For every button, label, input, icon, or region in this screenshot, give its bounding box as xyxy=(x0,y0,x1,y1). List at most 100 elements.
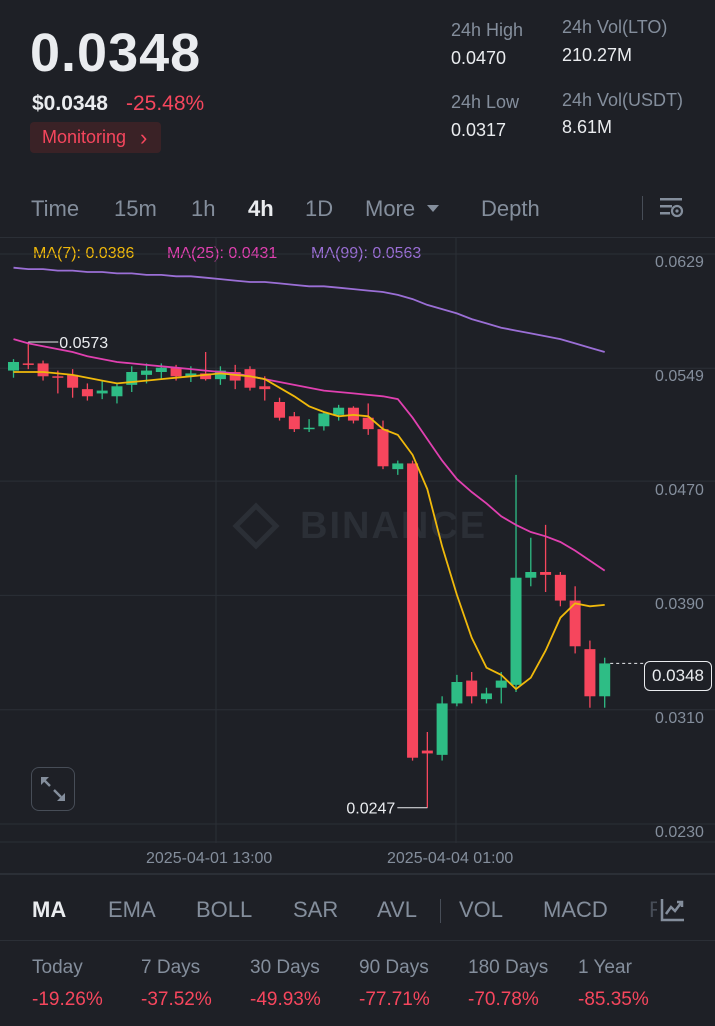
tab-time[interactable]: Time xyxy=(31,196,80,221)
candle-body xyxy=(421,750,433,754)
candle-body xyxy=(111,386,123,397)
y-tick-label: 0.0390 xyxy=(655,596,704,613)
high-annotation-label: 0.0573 xyxy=(59,335,108,352)
candle-body xyxy=(525,572,537,578)
indicator-settings-icon[interactable] xyxy=(660,897,686,923)
monitoring-button[interactable]: Monitoring › xyxy=(30,122,162,153)
monitoring-label: Monitoring xyxy=(42,127,127,147)
tab-more[interactable]: More xyxy=(365,196,440,222)
interval-tabs: Time 15m 1h 4h 1D More Depth xyxy=(0,190,715,230)
candle-body xyxy=(392,463,404,470)
indicator-sar[interactable]: SAR xyxy=(293,897,339,922)
perf-value: -85.35% xyxy=(578,989,649,1010)
candle-body xyxy=(554,574,566,601)
vol-quote-value: 8.61M xyxy=(562,117,613,137)
candle-body xyxy=(495,680,507,688)
indicator-vol[interactable]: VOL xyxy=(459,897,504,922)
indicator-boll[interactable]: BOLL xyxy=(196,897,253,922)
binance-logo-icon xyxy=(232,502,280,550)
perf-label: 180 Days xyxy=(468,957,549,978)
candle-body xyxy=(377,429,389,467)
candle-body xyxy=(126,372,138,385)
candle-body xyxy=(52,376,64,378)
candle-body xyxy=(185,373,197,377)
low-value: 0.0317 xyxy=(451,120,507,140)
candle-body xyxy=(96,390,108,394)
candle-body xyxy=(584,649,596,697)
vol-base-value: 210.27M xyxy=(562,45,633,65)
ma25-line xyxy=(13,338,606,572)
last-price: 0.0348 xyxy=(30,23,202,83)
y-tick-label: 0.0549 xyxy=(655,368,704,385)
indicator-avl[interactable]: AVL xyxy=(377,897,417,922)
candle-body xyxy=(436,703,448,755)
ma7-line xyxy=(13,371,605,691)
perf-value: -37.52% xyxy=(141,989,212,1010)
indicator-more[interactable]: R xyxy=(649,897,657,922)
tab-divider xyxy=(642,196,643,220)
candle-body xyxy=(362,417,374,430)
indicator-tabs: MA EMA BOLL SAR AVL VOL MACD R xyxy=(0,893,715,925)
perf-label: 1 Year xyxy=(578,957,632,978)
candle-body xyxy=(229,372,241,381)
candle-body xyxy=(67,374,79,388)
chart-top-divider xyxy=(0,237,715,238)
perf-value: -70.78% xyxy=(468,989,539,1010)
high-label: 24h High xyxy=(451,20,524,40)
x-tick-label: 2025-04-01 13:00 xyxy=(146,850,273,867)
tab-depth[interactable]: Depth xyxy=(481,196,540,221)
indicator-ma[interactable]: MA xyxy=(32,897,67,922)
tab-1h[interactable]: 1h xyxy=(191,196,216,221)
perf-label: 90 Days xyxy=(359,957,429,978)
tab-1d[interactable]: 1D xyxy=(305,196,334,221)
y-tick-label: 0.0230 xyxy=(655,824,704,841)
candle-body xyxy=(288,416,300,430)
perf-value: -77.71% xyxy=(359,989,430,1010)
perf-label: Today xyxy=(32,957,83,978)
candle-body xyxy=(274,402,286,418)
candle-body xyxy=(81,389,93,397)
candle-body xyxy=(37,363,49,377)
candle-body xyxy=(599,663,611,697)
tab-more-label: More xyxy=(365,196,416,221)
ma99-line xyxy=(13,266,605,353)
candle-body xyxy=(170,367,182,377)
vol-quote-label: 24h Vol(USDT) xyxy=(562,90,684,110)
performance-divider xyxy=(0,940,715,941)
tab-15m[interactable]: 15m xyxy=(114,196,157,221)
fullscreen-button[interactable] xyxy=(31,767,75,811)
candle-body xyxy=(466,680,478,697)
perf-value: -19.26% xyxy=(32,989,103,1010)
candle-body xyxy=(8,362,19,371)
caret-down-icon xyxy=(427,205,440,212)
candle-body xyxy=(510,577,522,685)
candle-body xyxy=(244,369,256,388)
candle-body xyxy=(214,370,226,380)
indicator-separator xyxy=(440,899,441,923)
candle-body xyxy=(200,373,212,380)
usd-price: $0.0348 xyxy=(32,92,108,115)
candle-body xyxy=(540,572,552,575)
chart-settings-icon[interactable] xyxy=(659,195,685,221)
perf-value: -49.93% xyxy=(250,989,321,1010)
expand-icon xyxy=(41,777,65,801)
candle-body xyxy=(451,682,463,704)
candle-body xyxy=(141,370,153,375)
candle-body xyxy=(155,367,167,372)
indicator-ema[interactable]: EMA xyxy=(108,897,156,922)
candle-body xyxy=(569,600,581,647)
indicator-macd[interactable]: MACD xyxy=(543,897,608,922)
current-price-tag: 0.0348 xyxy=(644,661,712,691)
candle-body xyxy=(259,386,271,390)
perf-label: 30 Days xyxy=(250,957,320,978)
y-tick-label: 0.0470 xyxy=(655,482,704,499)
candle-body xyxy=(22,363,34,365)
candle-body xyxy=(333,407,345,415)
low-annotation-label: 0.0247 xyxy=(346,801,395,818)
y-tick-label: 0.0310 xyxy=(655,710,704,727)
perf-label: 7 Days xyxy=(141,957,201,978)
candlestick-chart[interactable]: BINANCE 0.0573 0.0247 xyxy=(0,238,715,874)
tab-4h[interactable]: 4h xyxy=(248,196,274,221)
indicator-divider xyxy=(0,873,715,875)
change-percent: -25.48% xyxy=(126,92,205,115)
